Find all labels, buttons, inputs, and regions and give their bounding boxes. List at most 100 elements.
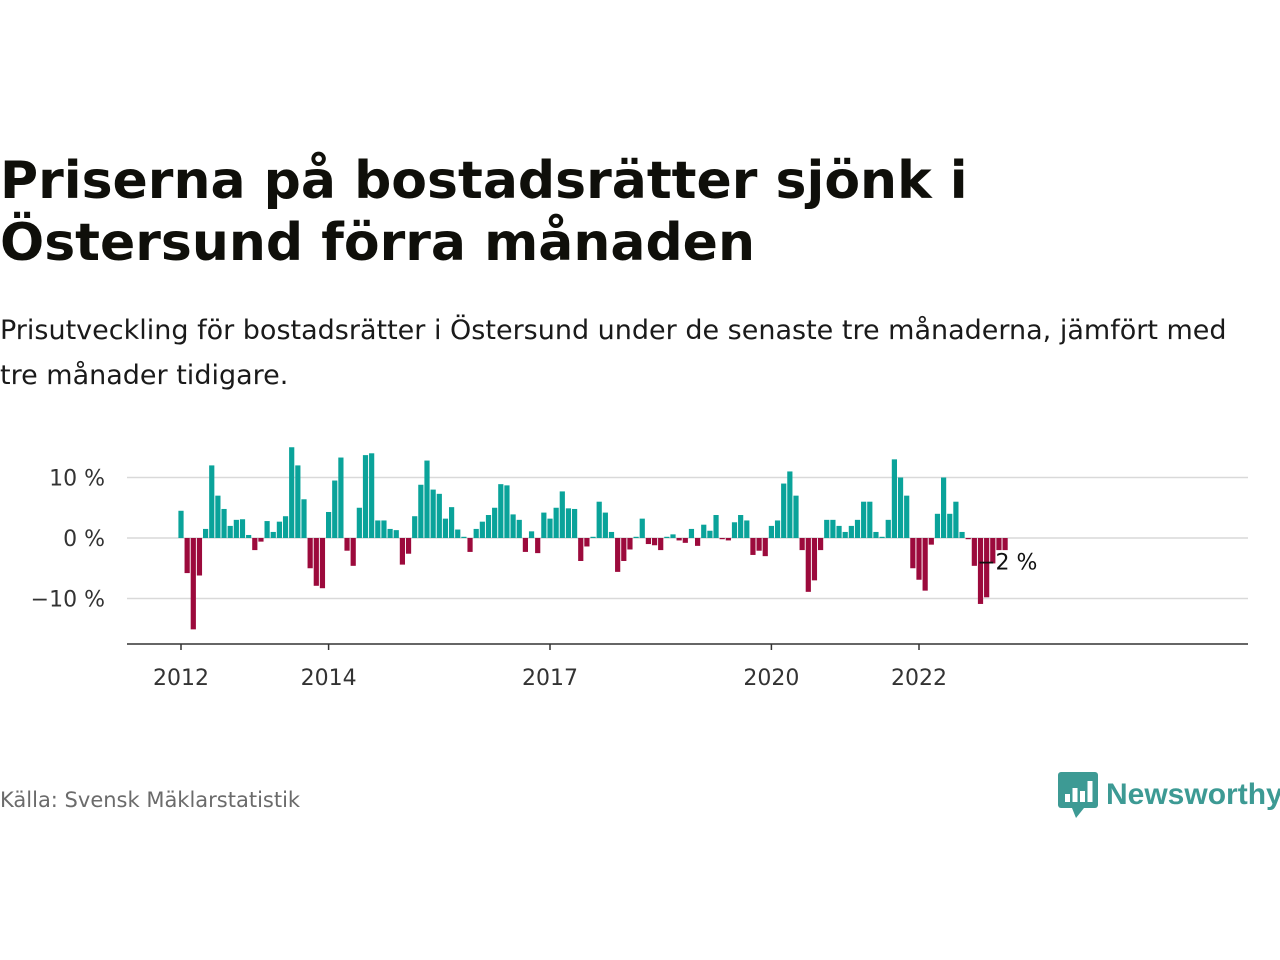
bar <box>590 536 596 538</box>
bar <box>867 501 873 538</box>
bar <box>393 530 399 538</box>
x-tick-label: 2012 <box>153 666 209 691</box>
bars <box>178 447 1008 630</box>
bar <box>221 508 227 538</box>
bar <box>596 501 602 538</box>
bar <box>196 538 203 576</box>
bar <box>731 522 738 538</box>
bar <box>799 538 805 551</box>
bar <box>553 507 559 538</box>
y-tick-label: −10 % <box>31 588 105 613</box>
bar <box>701 524 707 538</box>
bar <box>928 538 934 545</box>
bar <box>922 538 928 591</box>
bar <box>781 483 787 538</box>
bar <box>941 477 947 538</box>
bar <box>793 495 799 538</box>
bar <box>916 538 922 580</box>
bar <box>645 538 651 545</box>
x-tick-label: 2017 <box>522 666 578 691</box>
y-tick-label: 10 % <box>49 467 105 492</box>
bar <box>996 538 1002 551</box>
bar <box>405 538 412 554</box>
chart-title: Priserna på bostadsrätter sjönk i Östers… <box>0 151 968 273</box>
bar <box>811 538 818 581</box>
bar <box>818 538 824 551</box>
bar <box>713 515 719 538</box>
y-tick-label: 0 % <box>63 527 105 552</box>
bar <box>682 538 688 543</box>
bar <box>670 534 676 538</box>
bar <box>676 538 682 541</box>
bar <box>473 528 479 538</box>
bar <box>651 538 658 546</box>
bar <box>522 538 528 552</box>
labels: 10 % 0 % −10 % 2012 2014 2017 2020 2022 −2 % <box>31 467 1038 692</box>
bar <box>725 538 731 541</box>
bar <box>190 538 196 630</box>
bar <box>418 484 424 538</box>
bar <box>369 453 375 538</box>
bar <box>608 531 615 538</box>
bar <box>861 501 867 538</box>
bar <box>584 538 590 547</box>
bar <box>492 507 498 538</box>
source-note: Källa: Svensk Mäklarstatistik <box>0 788 301 812</box>
bar <box>830 519 836 538</box>
bar <box>824 519 830 538</box>
bar <box>436 493 442 538</box>
bar <box>959 531 965 538</box>
bar <box>750 538 756 555</box>
bar <box>965 538 971 540</box>
bar <box>762 538 768 557</box>
bar <box>344 538 350 551</box>
bar <box>971 538 977 566</box>
bar <box>990 538 996 564</box>
bar <box>307 538 313 569</box>
brand-name: Newsworthy <box>1106 778 1280 811</box>
bar <box>805 538 811 592</box>
bar <box>873 531 879 538</box>
bar <box>387 528 393 538</box>
bar <box>639 518 645 538</box>
bar <box>627 538 633 550</box>
brand-logo[interactable]: Newsworthy <box>1058 772 1280 818</box>
bar <box>412 516 418 538</box>
bar <box>258 538 264 542</box>
bar <box>301 499 307 538</box>
bar <box>326 511 332 538</box>
bar <box>504 485 510 538</box>
bar <box>848 525 854 538</box>
last-value-annotation: −2 % <box>977 550 1037 575</box>
bar <box>424 460 430 538</box>
bar <box>442 518 449 538</box>
bar <box>891 459 897 538</box>
bar <box>836 525 842 538</box>
bar-chart-bubble-icon <box>1058 772 1098 818</box>
bar <box>756 538 762 551</box>
bar <box>313 538 319 586</box>
bar <box>295 465 301 538</box>
x-tick-label: 2022 <box>891 666 947 691</box>
bar <box>1002 538 1008 551</box>
bar <box>184 538 190 574</box>
bar <box>565 508 572 538</box>
bar <box>467 538 473 552</box>
bar <box>289 447 295 538</box>
bar <box>350 538 356 566</box>
bar-chart: 10 % 0 % −10 % 2012 2014 2017 2020 2022 −2 % <box>31 447 1248 692</box>
bar <box>449 507 455 538</box>
bar <box>356 507 362 538</box>
bar <box>270 531 276 538</box>
bar <box>572 508 578 538</box>
bar <box>885 519 891 538</box>
bar <box>774 520 781 538</box>
bar <box>375 520 381 538</box>
bar <box>430 489 436 538</box>
bar <box>239 519 246 538</box>
bar <box>695 538 701 546</box>
bar <box>338 457 344 538</box>
bar <box>528 531 535 538</box>
bar <box>264 521 270 538</box>
bar <box>842 531 848 538</box>
